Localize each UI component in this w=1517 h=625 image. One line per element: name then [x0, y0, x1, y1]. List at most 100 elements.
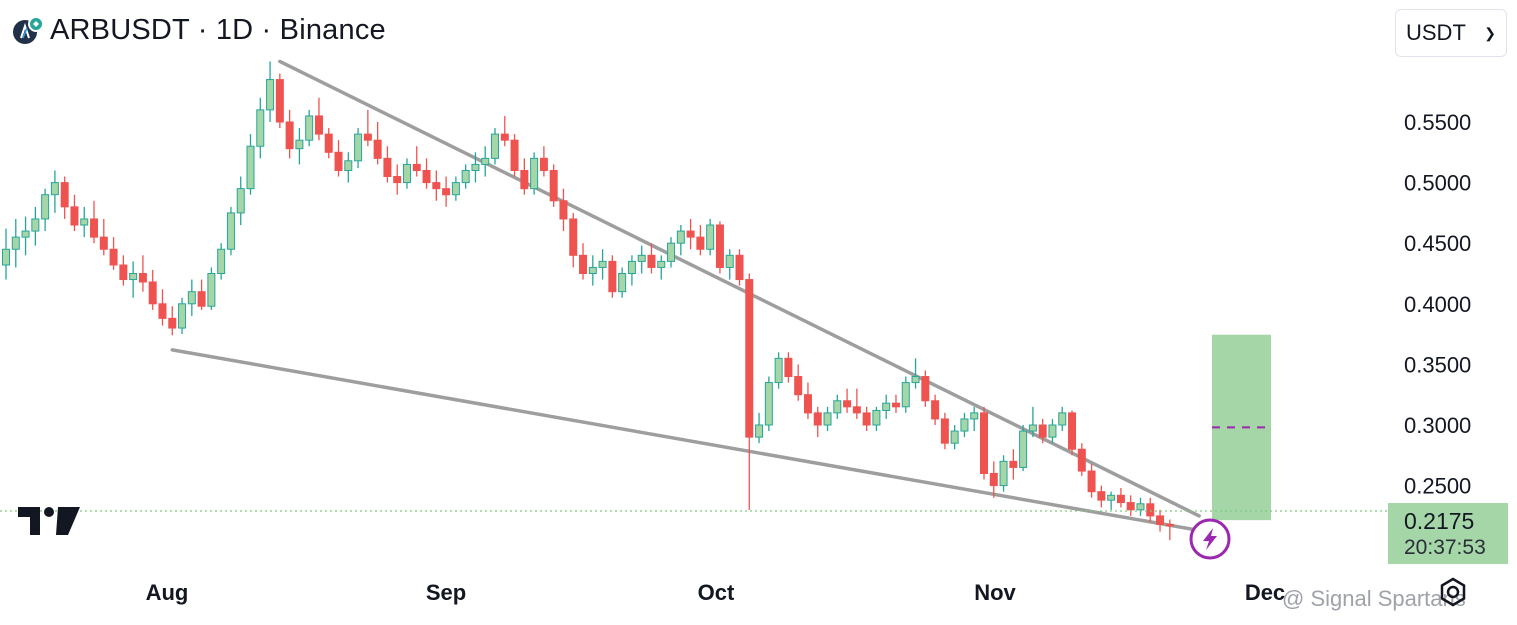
candle: [882, 394, 891, 419]
lightning-signal-icon[interactable]: [1189, 518, 1231, 560]
candle: [461, 164, 470, 189]
candle: [774, 352, 783, 389]
candle: [725, 249, 734, 280]
candle: [11, 218, 20, 268]
candle: [1136, 497, 1145, 516]
time-tick-label: Nov: [974, 580, 1016, 605]
candle: [236, 176, 245, 226]
last-price-value: 0.2175: [1404, 508, 1475, 534]
candle: [901, 376, 910, 413]
candle: [324, 128, 333, 159]
candle: [745, 273, 754, 510]
candle: [2, 228, 10, 280]
candle: [90, 200, 99, 244]
candle: [1146, 497, 1155, 522]
candle: [833, 394, 842, 419]
time-tick-label: Oct: [698, 580, 735, 605]
candle: [1019, 425, 1028, 472]
candle: [1116, 488, 1125, 508]
candle: [676, 225, 685, 256]
candle: [158, 289, 167, 326]
candle: [647, 243, 656, 274]
candle: [1038, 418, 1047, 444]
candle: [119, 255, 128, 286]
candle: [715, 221, 724, 274]
candle: [735, 249, 744, 286]
candle: [549, 164, 558, 207]
candle: [295, 128, 304, 165]
candle: [314, 97, 323, 141]
candle: [148, 269, 157, 310]
candle: [627, 255, 636, 286]
price-axis[interactable]: 0.5500 0.5000 0.4500 0.4000 0.3500 0.3000 0.25…: [1404, 110, 1471, 499]
watermark-text: @ Signal Spartans: [1282, 586, 1466, 611]
candle: [618, 267, 627, 298]
trendline-lower[interactable]: [170, 348, 1201, 533]
candle: [354, 128, 363, 169]
candle: [412, 146, 421, 177]
candle: [305, 109, 314, 147]
candle: [383, 146, 392, 183]
time-axis[interactable]: Aug Sep Oct Nov Dec: [146, 580, 1286, 605]
price-tick-label: 0.5500: [1404, 110, 1471, 135]
candle: [80, 206, 89, 238]
tradingview-logo-icon[interactable]: [18, 505, 82, 542]
candle: [588, 255, 597, 286]
candle: [178, 297, 187, 335]
candle: [872, 406, 881, 432]
candle: [530, 152, 539, 195]
candle: [1048, 418, 1057, 444]
candle: [608, 255, 617, 298]
candle: [960, 412, 969, 438]
candle: [363, 109, 372, 147]
chevron-down-icon: ❯: [1484, 24, 1496, 41]
candle: [393, 164, 402, 195]
candle: [481, 146, 490, 177]
candle: [764, 376, 773, 432]
time-tick-label: Aug: [146, 580, 189, 605]
candle: [852, 388, 861, 419]
candle: [784, 352, 793, 383]
candle: [500, 115, 509, 147]
candle: [667, 237, 676, 268]
candle: [246, 134, 255, 195]
candle: [491, 128, 499, 165]
last-price-label: 0.2175 20:37:53: [1388, 503, 1508, 564]
candle: [442, 176, 451, 207]
candle: [569, 212, 578, 268]
candle: [989, 461, 998, 498]
candle: [422, 158, 431, 189]
candle: [931, 394, 940, 425]
candle: [21, 216, 30, 256]
candle: [197, 279, 206, 310]
candle: [41, 188, 50, 232]
candle: [1068, 410, 1077, 456]
price-tick-label: 0.4000: [1404, 292, 1471, 317]
candle: [1165, 519, 1174, 541]
candle: [31, 206, 40, 246]
currency-value: USDT: [1406, 20, 1466, 45]
candle: [266, 61, 275, 122]
candle: [755, 412, 764, 444]
currency-select[interactable]: USDT ❯: [1395, 9, 1507, 57]
candle-countdown: 20:37:53: [1404, 536, 1486, 559]
price-tick-label: 0.4500: [1404, 231, 1471, 256]
candle: [168, 306, 177, 336]
candle: [217, 243, 226, 280]
candle: [794, 364, 803, 401]
candle: [256, 97, 265, 159]
candle: [1126, 495, 1135, 516]
candle: [226, 206, 235, 256]
candle: [1028, 406, 1037, 438]
settings-gear-icon[interactable]: [1437, 576, 1469, 613]
candle: [432, 170, 441, 201]
candle: [950, 425, 959, 450]
candle: [471, 152, 480, 183]
candle: [686, 218, 695, 250]
candle: [1107, 491, 1116, 510]
arbitrum-logo-icon: [12, 15, 44, 46]
candle: [510, 134, 519, 177]
trendline-upper[interactable]: [278, 59, 1201, 518]
candle: [823, 406, 832, 432]
